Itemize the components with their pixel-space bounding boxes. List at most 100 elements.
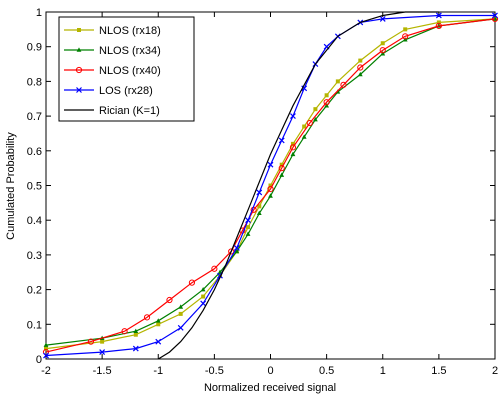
data-point: [257, 204, 262, 209]
data-point: [379, 16, 386, 22]
data-point: [200, 300, 207, 307]
legend-item: NLOS (rx18): [64, 25, 161, 37]
data-point: [43, 342, 49, 347]
data-point: [491, 15, 499, 23]
data-point: [492, 12, 498, 19]
data-point: [99, 349, 106, 355]
data-point: [267, 185, 274, 193]
y-tick-label: 0.8: [27, 76, 42, 88]
x-axis-label: Normalized received signal: [204, 382, 336, 394]
legend-label: NLOS (rx34): [99, 45, 161, 57]
data-point: [246, 225, 251, 230]
legend-label: Rician (K=1): [99, 105, 160, 117]
data-point: [313, 107, 318, 112]
y-tick-label: 0.3: [27, 250, 42, 262]
data-point: [155, 338, 162, 345]
y-tick-label: 0.5: [27, 181, 42, 193]
data-point: [301, 85, 308, 92]
x-tick-label: -1.5: [93, 365, 112, 377]
data-point: [178, 304, 184, 309]
data-point: [324, 93, 329, 98]
data-point: [313, 116, 318, 122]
data-point: [358, 58, 363, 63]
legend-item: NLOS (rx34): [64, 45, 161, 57]
series-2: [42, 15, 499, 356]
data-point: [278, 165, 285, 172]
data-point: [323, 99, 330, 106]
x-tick-label: -1: [153, 365, 163, 377]
data-point: [403, 27, 408, 32]
data-point: [166, 296, 173, 304]
series-line: [45, 18, 496, 350]
x-tick-label: 0: [267, 365, 273, 377]
data-point: [177, 324, 184, 331]
series-line: [45, 18, 496, 346]
x-tick-label: 2: [492, 365, 498, 377]
y-tick-label: 0: [36, 354, 42, 366]
series-layer: [42, 11, 499, 360]
legend-marker: [75, 66, 83, 74]
data-point: [289, 144, 297, 151]
data-point: [256, 210, 262, 216]
series-line: [45, 18, 496, 353]
data-point: [436, 20, 441, 25]
data-point: [379, 47, 386, 54]
data-point: [201, 294, 206, 299]
data-point: [256, 189, 263, 196]
legend: NLOS (rx18) NLOS (rx34) NLOS (rx40) LOS (rx…: [58, 16, 195, 122]
data-point: [306, 119, 313, 127]
y-tick-label: 0.6: [27, 146, 42, 158]
data-point: [435, 12, 442, 19]
series-4: [157, 11, 439, 360]
data-point: [335, 79, 340, 84]
data-point: [302, 124, 307, 129]
legend-item: NLOS (rx40): [64, 65, 161, 77]
data-point: [340, 81, 347, 88]
data-point: [234, 248, 240, 254]
data-point: [87, 338, 95, 345]
data-point: [279, 162, 284, 167]
data-point: [44, 346, 48, 351]
y-tick-label: 0.4: [27, 215, 42, 227]
y-tick-label: 1: [36, 7, 42, 19]
y-tick-label: 0.9: [27, 42, 42, 54]
data-point: [435, 22, 442, 29]
data-point: [156, 322, 161, 327]
y-tick-label: 0.1: [27, 319, 42, 331]
data-point: [268, 183, 273, 188]
data-point: [100, 339, 105, 344]
x-tick-label: 1: [380, 365, 386, 377]
data-point: [290, 141, 295, 146]
data-point: [132, 345, 139, 352]
legend-label: NLOS (rx18): [99, 25, 161, 37]
data-point: [188, 279, 196, 286]
data-point: [233, 245, 240, 251]
x-tick-label: -0.5: [205, 365, 224, 377]
legend-item: LOS (rx28): [64, 85, 153, 97]
data-point: [357, 64, 364, 71]
y-axis-label: Cumulated Probability: [5, 132, 17, 240]
data-point: [290, 151, 296, 157]
data-point: [42, 348, 50, 356]
data-point: [155, 318, 161, 323]
x-tick-label: -2: [41, 365, 51, 377]
data-point: [245, 231, 251, 236]
data-point: [245, 217, 251, 224]
data-point: [268, 193, 273, 198]
data-point: [402, 33, 409, 40]
axis-ticks: -2 -1.5 -1 -0.5 0 0.5 1 1.5 2 0 0.1 0.2 0.3 0.4 0.5 0.6…: [27, 7, 498, 377]
legend-marker: [76, 87, 82, 93]
series-line: [157, 11, 439, 360]
data-point: [133, 332, 138, 337]
x-tick-label: 1.5: [431, 365, 446, 377]
data-point: [121, 328, 128, 335]
series-0: [44, 16, 497, 351]
legend-label: LOS (rx28): [99, 85, 153, 97]
data-point: [178, 311, 183, 316]
y-tick-label: 0.7: [27, 111, 42, 123]
y-tick-label: 0.2: [27, 285, 42, 297]
data-point: [380, 41, 385, 46]
legend-label: NLOS (rx40): [99, 65, 161, 77]
data-point: [211, 265, 218, 272]
